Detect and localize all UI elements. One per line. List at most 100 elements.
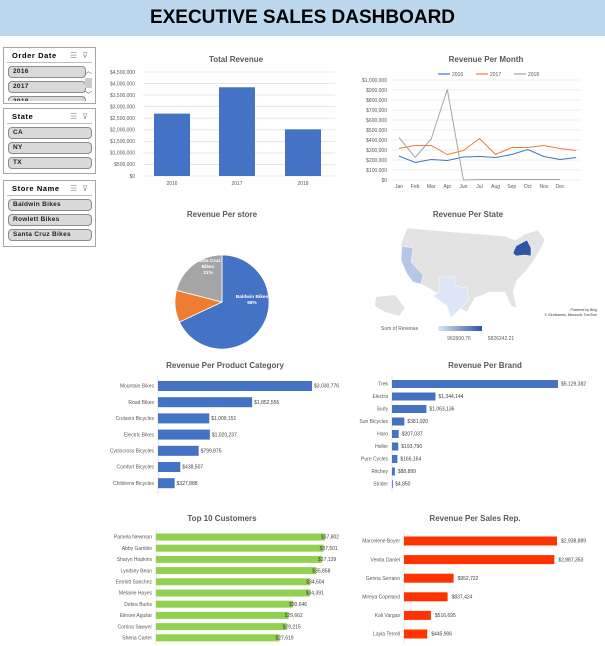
bar-childrens-bicycles [158, 478, 175, 489]
category-label: Elinore Aguilar [120, 613, 153, 619]
bar-emmitt-sanchez [156, 578, 311, 586]
y-tick-label: $900,000 [366, 88, 387, 94]
slice-label: Baldwin Bikes [236, 294, 269, 300]
data-label: $1,063,136 [429, 407, 454, 413]
map-legend-title: Sum of Revenue [381, 326, 418, 332]
bar-electra [392, 392, 436, 401]
data-label: $34,391 [306, 591, 324, 597]
bar-mireya-copeland [404, 592, 448, 602]
data-label: $2,887,353 [558, 557, 583, 563]
slicer-store-name: Store Name ☰ ⊽ Baldwin Bikes Rowlett Bikes… [3, 180, 96, 247]
x-tick-label: Jun [459, 184, 467, 190]
chart-title: Revenue Per Brand [448, 361, 522, 370]
data-label: $29,662 [285, 613, 303, 619]
multi-select-icon[interactable]: ☰ [69, 184, 78, 193]
chart-title: Revenue Per Product Category [166, 361, 284, 370]
clear-filter-icon[interactable]: ⊽ [82, 112, 88, 121]
data-label: $29,215 [283, 624, 301, 630]
y-tick-label: $4,000,000 [110, 81, 135, 87]
bar-marcelene-boyer [404, 536, 557, 546]
legend-label: 2016 [452, 72, 463, 78]
category-label: Kali Vargas [375, 613, 401, 619]
bar-corrina-sawyer [156, 623, 287, 631]
slicer-item-2017[interactable]: 2017 [8, 81, 86, 93]
scroll-up-icon[interactable]: ︿ [85, 68, 92, 75]
category-label: Abby Gamble [122, 546, 153, 552]
slicer-item-rowlett-bikes[interactable]: Rowlett Bikes [8, 214, 92, 226]
slicer-item-ny[interactable]: NY [8, 142, 92, 154]
chart-title: Revenue Per Sales Rep. [429, 514, 520, 523]
slicer-item-tx[interactable]: TX [8, 157, 92, 169]
category-label: Genna Serrano [366, 576, 400, 582]
category-label: Cruisers Bicycles [116, 416, 155, 422]
slicer-item-ca[interactable]: CA [8, 127, 92, 139]
category-label: Pamela Newman [114, 535, 152, 541]
bar-strider [392, 480, 393, 488]
y-tick-label: $500,000 [366, 128, 387, 134]
x-tick-label: Nov [539, 184, 548, 190]
bar-pamela-newman [156, 533, 325, 541]
scroll-down-icon[interactable]: ﹀ [85, 92, 92, 99]
data-label: $35,858 [312, 568, 330, 574]
category-label: Corrina Sawyer [118, 624, 153, 630]
y-tick-label: $400,000 [366, 138, 387, 144]
category-label: Debra Burks [124, 602, 152, 608]
slicer-item-baldwin-bikes[interactable]: Baldwin Bikes [8, 199, 92, 211]
x-tick-label: 2016 [166, 181, 177, 187]
x-tick-label: Dec [556, 184, 565, 190]
map-state-ny [512, 239, 532, 257]
x-tick-label: 2017 [231, 181, 242, 187]
chart-revenue-per-month[interactable]: Revenue Per Month $0 $100,000 $200,000 $300,… [350, 45, 600, 195]
data-label: $193,790 [401, 444, 422, 450]
chart-revenue-per-brand[interactable]: Revenue Per Brand Trek $5,129,382 Electra $1… [355, 355, 605, 495]
x-tick-label: Feb [411, 184, 420, 190]
data-label: $381,920 [407, 419, 428, 425]
multi-select-icon[interactable]: ☰ [69, 112, 78, 121]
map-legend-max: 5826242.21 [488, 336, 515, 342]
chart-top-10-customers[interactable]: Top 10 Customers Pamela Newman $37,802 Abby… [100, 505, 350, 646]
category-label: Ritchey [371, 469, 388, 475]
data-label: $4,850 [395, 482, 411, 488]
slicer-item-2018[interactable]: 2018 [8, 96, 86, 101]
map-state-tx [432, 276, 470, 319]
bar-comfort-bicycles [158, 462, 181, 472]
bar-debra-burks [156, 600, 294, 608]
category-label: Emmitt Sanchez [116, 580, 153, 586]
map-attribution: © GeoNames, Microsoft, TomTom [545, 313, 598, 317]
slicer-title: Store Name [12, 184, 60, 193]
slicer-scrollbar[interactable]: ︿ ﹀ [84, 66, 93, 102]
bar-haro [392, 430, 399, 438]
bar-heller [392, 442, 399, 451]
category-label: Lyndsey Bean [120, 568, 152, 574]
line-series-2018 [398, 89, 560, 181]
bar-genna-serrano [404, 573, 454, 583]
chart-title: Top 10 Customers [187, 514, 257, 523]
chart-revenue-per-sales-rep[interactable]: Revenue Per Sales Rep. Marcelene Boyer $2,… [355, 505, 605, 646]
slicer-state: State ☰ ⊽ CA NY TX [3, 108, 96, 174]
category-label: Sharyn Hopkins [117, 557, 153, 563]
category-label: Shena Carter [122, 636, 152, 642]
bar-trek [392, 380, 558, 388]
bar-cyclocross-bicycles [158, 445, 199, 456]
map-revenue-per-state[interactable]: Revenue Per State Powered by Bing © GeoNam… [355, 200, 600, 350]
slicer-item-2016[interactable]: 2016 [8, 66, 86, 78]
data-label: $37,501 [320, 546, 338, 552]
chart-title: Revenue Per State [433, 210, 504, 219]
bar-electric-bikes [158, 429, 210, 440]
clear-filter-icon[interactable]: ⊽ [82, 184, 88, 193]
dashboard-header: EXECUTIVE SALES DASHBOARD [0, 0, 605, 36]
clear-filter-icon[interactable]: ⊽ [82, 51, 88, 60]
x-tick-label: 2018 [297, 181, 308, 187]
y-tick-label: $800,000 [366, 98, 387, 104]
y-tick-label: $1,000,000 [110, 151, 135, 157]
slicer-item-santa-cruz-bikes[interactable]: Santa Cruz Bikes [8, 229, 92, 241]
x-tick-label: Mar [427, 184, 436, 190]
bar-layla-terrell [404, 629, 428, 639]
chart-total-revenue[interactable]: Total Revenue $0 $500,000 $1,000,000 $1,500,… [100, 45, 350, 195]
category-label: Strider [373, 482, 388, 488]
multi-select-icon[interactable]: ☰ [69, 51, 78, 60]
bar-pure-cycles [392, 455, 398, 463]
chart-revenue-per-product-category[interactable]: Revenue Per Product Category Mountain Bik… [100, 355, 350, 495]
y-tick-label: $100,000 [366, 168, 387, 174]
